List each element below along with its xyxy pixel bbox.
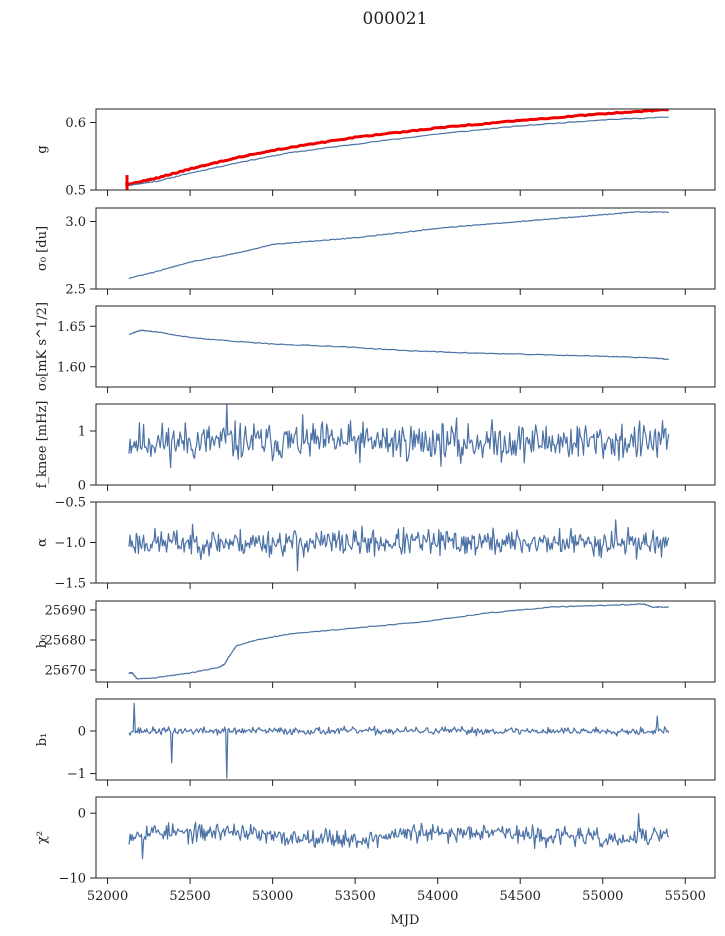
panel-b1: −1 0 b₁ xyxy=(35,698,716,786)
y-tick-label: 25690 xyxy=(45,604,86,619)
y-tick-label: 0 xyxy=(78,807,86,822)
series-line xyxy=(128,813,670,860)
panel-plot-area xyxy=(128,813,670,860)
panel-frame xyxy=(95,108,716,191)
panel-plot-area xyxy=(128,519,670,572)
panel-frame xyxy=(95,796,716,879)
panel-plot-area xyxy=(128,329,669,361)
panel-frame xyxy=(95,207,716,290)
panel-b0: 25670 25680 25690 b₀ xyxy=(35,600,716,688)
y-axis-label: b₀ xyxy=(35,635,50,649)
y-tick-label: 0.5 xyxy=(65,184,86,199)
series-line xyxy=(128,519,670,572)
x-tick-label: 55000 xyxy=(582,889,623,904)
series-blue-line xyxy=(128,211,669,279)
x-tick-label: 53000 xyxy=(252,889,293,904)
panels: 0.5 0.6 g 2.5 3.0 σ₀ [du] 1.60 1.65 σ₀[mK s^1/2]… xyxy=(35,108,716,904)
panel-plot-area xyxy=(128,603,669,680)
panel-frame xyxy=(95,600,716,683)
y-tick-label: −0.5 xyxy=(54,496,86,511)
y-axis-label: α xyxy=(35,538,50,547)
series-blue-line xyxy=(128,116,669,187)
panel-plot-area xyxy=(124,109,669,190)
y-tick-label: −1 xyxy=(67,767,86,782)
y-tick-label: 2.5 xyxy=(65,283,86,298)
y-tick-label: −1.5 xyxy=(54,577,86,592)
y-axis-label: g xyxy=(35,145,50,153)
series-red-line xyxy=(124,109,669,187)
series-line xyxy=(128,404,670,469)
y-tick-label: 1 xyxy=(78,425,86,440)
y-axis-label: f_knee [mHz] xyxy=(35,401,50,489)
panel-frame xyxy=(95,403,716,486)
x-tick-label: 52500 xyxy=(169,889,210,904)
y-axis-label: b₁ xyxy=(35,733,50,747)
y-axis-label: σ₀[mK s^1/2] xyxy=(35,302,50,391)
panel-chi2: −10 0 χ² xyxy=(35,796,716,887)
y-tick-label: 1.60 xyxy=(57,360,86,375)
x-tick-label: 54500 xyxy=(500,889,541,904)
y-tick-label: 25680 xyxy=(45,634,86,649)
panel-plot-area xyxy=(128,211,669,279)
x-tick-label: 52000 xyxy=(87,889,128,904)
panel-plot-area xyxy=(128,702,670,779)
panel-fknee: 0 1 f_knee [mHz] xyxy=(35,401,716,494)
y-tick-label: 3.0 xyxy=(65,215,86,230)
series-blue-line xyxy=(128,329,669,361)
panel-gain: 0.5 0.6 g xyxy=(35,108,716,199)
panel-frame xyxy=(95,305,716,388)
y-tick-label: 0.6 xyxy=(65,116,86,131)
y-tick-label: −10 xyxy=(59,872,86,887)
y-tick-label: 0 xyxy=(78,479,86,494)
y-tick-label: 25670 xyxy=(45,664,86,679)
panel-sigma0-mks: 1.60 1.65 σ₀[mK s^1/2] xyxy=(35,302,716,393)
figure-title: 000021 xyxy=(363,9,428,29)
y-tick-label: 1.65 xyxy=(57,320,86,335)
x-tick-label: 53500 xyxy=(334,889,375,904)
series-line xyxy=(128,702,670,779)
y-axis-label: χ² xyxy=(35,831,50,844)
y-tick-label: 0 xyxy=(78,724,86,739)
series-blue-line xyxy=(128,603,669,680)
y-axis-label: σ₀ [du] xyxy=(35,226,50,271)
y-tick-label: −1.0 xyxy=(54,536,86,551)
x-tick-label: 55500 xyxy=(665,889,706,904)
panel-alpha: −1.5 −1.0 −0.5 α xyxy=(35,496,716,592)
x-tick-label: 54000 xyxy=(417,889,458,904)
panel-frame xyxy=(95,698,716,781)
panel-sigma0-du: 2.5 3.0 σ₀ [du] xyxy=(35,207,716,298)
x-axis-label: MJD xyxy=(391,913,420,928)
panel-plot-area xyxy=(128,404,670,469)
